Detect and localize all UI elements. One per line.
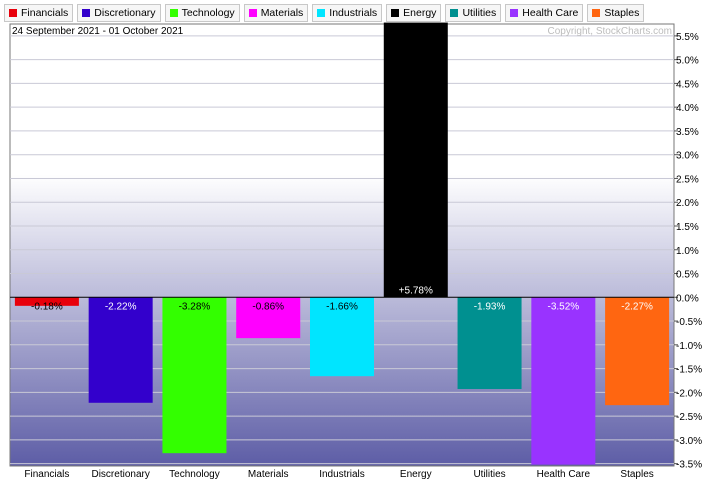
legend-swatch xyxy=(391,9,400,17)
category-label: Industrials xyxy=(319,469,365,480)
x-axis-categories: Financials Discretionary Technology Materia… xyxy=(24,469,653,480)
legend-swatch xyxy=(592,9,601,17)
y-tick-label: 4.0% xyxy=(676,103,699,114)
data-label: -2.22% xyxy=(105,301,137,312)
legend-label: Financials xyxy=(21,7,69,19)
legend-item[interactable]: Technology xyxy=(164,4,240,22)
data-label: -1.66% xyxy=(326,301,358,312)
legend-swatch xyxy=(510,9,519,17)
y-tick-label: 0.0% xyxy=(676,293,699,304)
legend-item[interactable]: Energy xyxy=(386,4,442,22)
bar xyxy=(531,297,596,465)
legend-label: Health Care xyxy=(522,7,579,19)
bars xyxy=(14,22,670,465)
legend-label: Staples xyxy=(604,7,640,19)
legend-item[interactable]: Staples xyxy=(587,4,645,22)
date-range: 24 September 2021 - 01 October 2021 xyxy=(12,26,184,37)
category-label: Technology xyxy=(169,469,220,480)
bar xyxy=(236,297,301,339)
chart-legend: Financials Discretionary Technology Materia… xyxy=(4,4,645,22)
legend-item[interactable]: Health Care xyxy=(505,4,584,22)
y-tick-label: -0.5% xyxy=(676,317,702,328)
category-label: Utilities xyxy=(473,469,505,480)
bar xyxy=(383,22,448,298)
legend-item[interactable]: Materials xyxy=(243,4,309,22)
data-label: -0.18% xyxy=(31,301,63,312)
data-labels: -0.18% -2.22% -3.28% -0.86% -1.66% +5.78% -1.9… xyxy=(31,285,653,312)
bar xyxy=(14,297,79,306)
copyright-text: Copyright, StockCharts.com xyxy=(548,26,673,37)
y-tick-label: -2.0% xyxy=(676,388,702,399)
legend-item[interactable]: Industrials xyxy=(312,4,383,22)
bar xyxy=(310,297,374,377)
data-label: -0.86% xyxy=(252,301,284,312)
y-tick-label: -1.5% xyxy=(676,365,702,376)
y-tick-label: 3.0% xyxy=(676,151,699,162)
legend-swatch xyxy=(9,9,17,17)
y-tick-label: 0.5% xyxy=(676,270,699,281)
legend-label: Discretionary xyxy=(94,7,156,19)
data-label: -3.52% xyxy=(547,301,579,312)
y-tick-label: 1.0% xyxy=(676,246,699,257)
data-label: -3.28% xyxy=(179,301,211,312)
legend-swatch xyxy=(317,9,326,17)
y-tick-label: 5.0% xyxy=(676,56,699,67)
y-tick-label: -3.0% xyxy=(676,436,702,447)
category-label: Financials xyxy=(24,469,69,480)
bar xyxy=(605,297,670,406)
legend-item[interactable]: Financials xyxy=(4,4,74,22)
legend-item[interactable]: Utilities xyxy=(445,4,502,22)
legend-label: Technology xyxy=(181,7,235,19)
legend-swatch xyxy=(450,9,459,17)
category-label: Health Care xyxy=(537,469,591,480)
legend-swatch xyxy=(82,9,91,17)
legend-item[interactable]: Discretionary xyxy=(77,4,161,22)
data-label: -1.93% xyxy=(474,301,506,312)
legend-label: Materials xyxy=(260,7,304,19)
y-tick-label: 2.0% xyxy=(676,198,699,209)
bar xyxy=(162,297,227,454)
legend-label: Energy xyxy=(403,7,437,19)
y-tick-label: -3.5% xyxy=(676,460,702,471)
category-label: Discretionary xyxy=(91,469,149,480)
legend-swatch xyxy=(248,9,257,17)
y-tick-label: 5.5% xyxy=(676,32,699,43)
data-label: +5.78% xyxy=(399,285,433,296)
y-tick-label: 1.5% xyxy=(676,222,699,233)
y-tick-label: -1.0% xyxy=(676,341,702,352)
category-label: Energy xyxy=(400,469,432,480)
legend-label: Utilities xyxy=(462,7,497,19)
bar xyxy=(88,297,153,403)
bar xyxy=(457,297,522,390)
category-label: Materials xyxy=(248,469,289,480)
y-tick-label: 2.5% xyxy=(676,174,699,185)
y-tick-label: -2.5% xyxy=(676,412,702,423)
legend-swatch xyxy=(169,9,178,17)
y-axis-ticks: 5.5% 5.0% 4.5% 4.0% 3.5% 3.0% 2.5% 2.0% 1.5% 1.0%… xyxy=(674,32,702,471)
y-tick-label: 4.5% xyxy=(676,79,699,90)
data-label: -2.27% xyxy=(621,301,653,312)
legend-label: Industrials xyxy=(329,7,378,19)
category-label: Staples xyxy=(620,469,653,480)
y-tick-label: 3.5% xyxy=(676,127,699,138)
